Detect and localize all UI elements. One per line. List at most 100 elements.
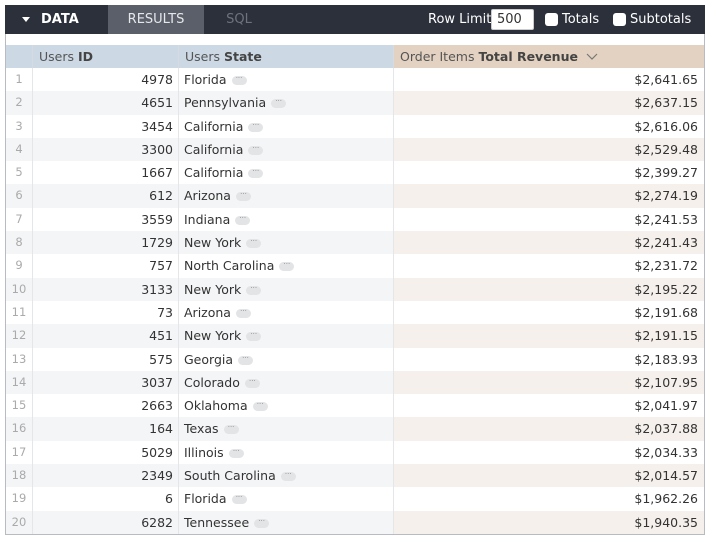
cell-users-state: Florida ···	[179, 68, 394, 92]
more-options-icon[interactable]: ···	[248, 168, 264, 179]
table-row: 10 3133 New York ··· $2,195.22	[6, 277, 704, 301]
cell-users-id-text: 6	[165, 491, 173, 507]
cell-users-state: New York ···	[179, 231, 394, 255]
cell-total-revenue: $1,962.26	[394, 487, 704, 510]
cell-users-state: California ···	[179, 161, 394, 185]
more-options-icon[interactable]: ···	[246, 238, 262, 249]
row-number-text: 5	[15, 165, 23, 180]
more-options-icon[interactable]: ···	[279, 261, 295, 272]
cell-total-revenue: $2,195.22	[394, 277, 704, 301]
cell-users-id: 3300	[33, 137, 179, 162]
cell-users-state: New York ···	[179, 277, 394, 301]
cell-users-state-text: Indiana	[184, 211, 231, 227]
cell-users-id: 3454	[33, 114, 179, 138]
cell-users-state-text: Tennessee	[184, 514, 250, 530]
row-number-text: 13	[11, 351, 27, 366]
more-options-icon[interactable]: ···	[246, 331, 262, 342]
column-header-users-state[interactable]: Users State	[179, 45, 394, 68]
column-header-users-id[interactable]: Users ID	[33, 45, 179, 68]
cell-users-id: 3133	[33, 277, 179, 301]
cell-total-revenue: $2,191.68	[394, 301, 704, 324]
cell-total-revenue-text: $2,191.68	[634, 304, 698, 320]
cell-users-state-text: Pennsylvania	[184, 95, 267, 111]
cell-users-state: Florida ···	[179, 487, 394, 511]
column-header-total-revenue[interactable]: Order Items Total Revenue	[394, 45, 704, 68]
header-name: State	[224, 49, 262, 64]
table-row: 14 3037 Colorado ··· $2,107.95	[6, 370, 704, 395]
cell-total-revenue: $2,529.48	[394, 137, 704, 162]
tab-results[interactable]: RESULTS	[108, 5, 204, 34]
more-options-icon[interactable]: ···	[246, 284, 262, 295]
data-section-toggle[interactable]: DATA	[5, 5, 108, 34]
more-options-icon[interactable]: ···	[238, 354, 254, 365]
cell-total-revenue: $2,241.53	[394, 208, 704, 231]
table-row: 9 757 North Carolina ··· $2,231.72	[6, 254, 704, 278]
header-name: Total Revenue	[478, 49, 578, 64]
cell-total-revenue-text: $2,037.88	[634, 421, 698, 437]
cell-total-revenue: $2,183.93	[394, 348, 704, 371]
cell-users-id: 2663	[33, 394, 179, 418]
cell-users-state: Colorado ···	[179, 370, 394, 395]
more-options-icon[interactable]: ···	[235, 307, 251, 318]
cell-users-id-text: 164	[149, 421, 173, 437]
totals-checkbox[interactable]	[545, 13, 558, 26]
more-options-icon[interactable]: ···	[252, 401, 268, 412]
cell-users-state-text: Colorado	[184, 374, 240, 390]
cell-users-id: 612	[33, 184, 179, 208]
row-number: 6	[6, 184, 33, 208]
row-number-text: 10	[11, 281, 27, 296]
row-number: 12	[6, 324, 33, 348]
more-options-icon[interactable]: ···	[235, 214, 251, 225]
cell-users-state: Oklahoma ···	[179, 394, 394, 418]
row-number: 13	[6, 347, 33, 371]
more-options-icon[interactable]: ···	[248, 121, 264, 132]
row-number: 2	[6, 91, 33, 115]
more-options-icon[interactable]: ···	[231, 75, 247, 85]
row-number-text: 11	[11, 304, 27, 319]
cell-total-revenue-text: $2,107.95	[634, 374, 698, 390]
row-number: 9	[6, 254, 33, 278]
table-row: 11 73 Arizona ··· $2,191.68	[6, 300, 704, 325]
more-options-icon[interactable]: ···	[248, 144, 264, 155]
cell-users-id-text: 575	[149, 351, 173, 367]
cell-users-id: 3559	[33, 207, 179, 232]
cell-users-state-text: Florida	[184, 491, 227, 507]
row-number-text: 7	[15, 211, 23, 226]
cell-users-state-text: North Carolina	[184, 258, 275, 274]
cell-total-revenue: $2,616.06	[394, 115, 704, 138]
cell-total-revenue: $2,241.43	[394, 231, 704, 255]
more-options-icon[interactable]: ···	[254, 517, 270, 528]
table-row: 8 1729 New York ··· $2,241.43	[6, 231, 704, 255]
more-options-icon[interactable]: ···	[223, 424, 239, 435]
sort-descending-chevron-icon[interactable]	[586, 53, 598, 61]
table-row: 20 6282 Tennessee ··· $1,940.35	[6, 510, 704, 534]
cell-users-id-text: 1729	[141, 235, 173, 251]
more-options-icon[interactable]: ···	[228, 447, 244, 458]
row-number: 4	[6, 137, 33, 162]
cell-users-id-text: 3133	[141, 281, 173, 297]
cell-users-state: Georgia ···	[179, 347, 394, 371]
row-number-header	[6, 45, 33, 68]
row-number-text: 4	[15, 141, 23, 156]
table-row: 2 4651 Pennsylvania ··· $2,637.15	[6, 91, 704, 115]
more-options-icon[interactable]: ···	[235, 191, 251, 202]
cell-total-revenue: $2,231.72	[394, 254, 704, 277]
cell-total-revenue: $2,191.15	[394, 324, 704, 348]
totals-label: Totals	[562, 12, 600, 27]
cell-users-state-text: Texas	[184, 421, 219, 437]
more-options-icon[interactable]: ···	[244, 377, 260, 388]
cell-total-revenue: $2,037.88	[394, 417, 704, 441]
cell-total-revenue-text: $2,195.22	[634, 281, 698, 297]
row-number-text: 9	[15, 258, 23, 273]
row-number-text: 3	[15, 118, 23, 133]
cell-total-revenue-text: $2,616.06	[634, 118, 698, 134]
cell-users-state-text: California	[184, 165, 244, 181]
cell-users-id: 164	[33, 417, 179, 441]
tab-sql[interactable]: SQL	[226, 12, 252, 27]
more-options-icon[interactable]: ···	[231, 494, 247, 505]
more-options-icon[interactable]: ···	[271, 98, 287, 109]
row-limit-input[interactable]	[491, 9, 534, 30]
subtotals-checkbox[interactable]	[613, 13, 626, 26]
more-options-icon[interactable]: ···	[280, 471, 296, 482]
row-number-text: 20	[11, 514, 27, 529]
